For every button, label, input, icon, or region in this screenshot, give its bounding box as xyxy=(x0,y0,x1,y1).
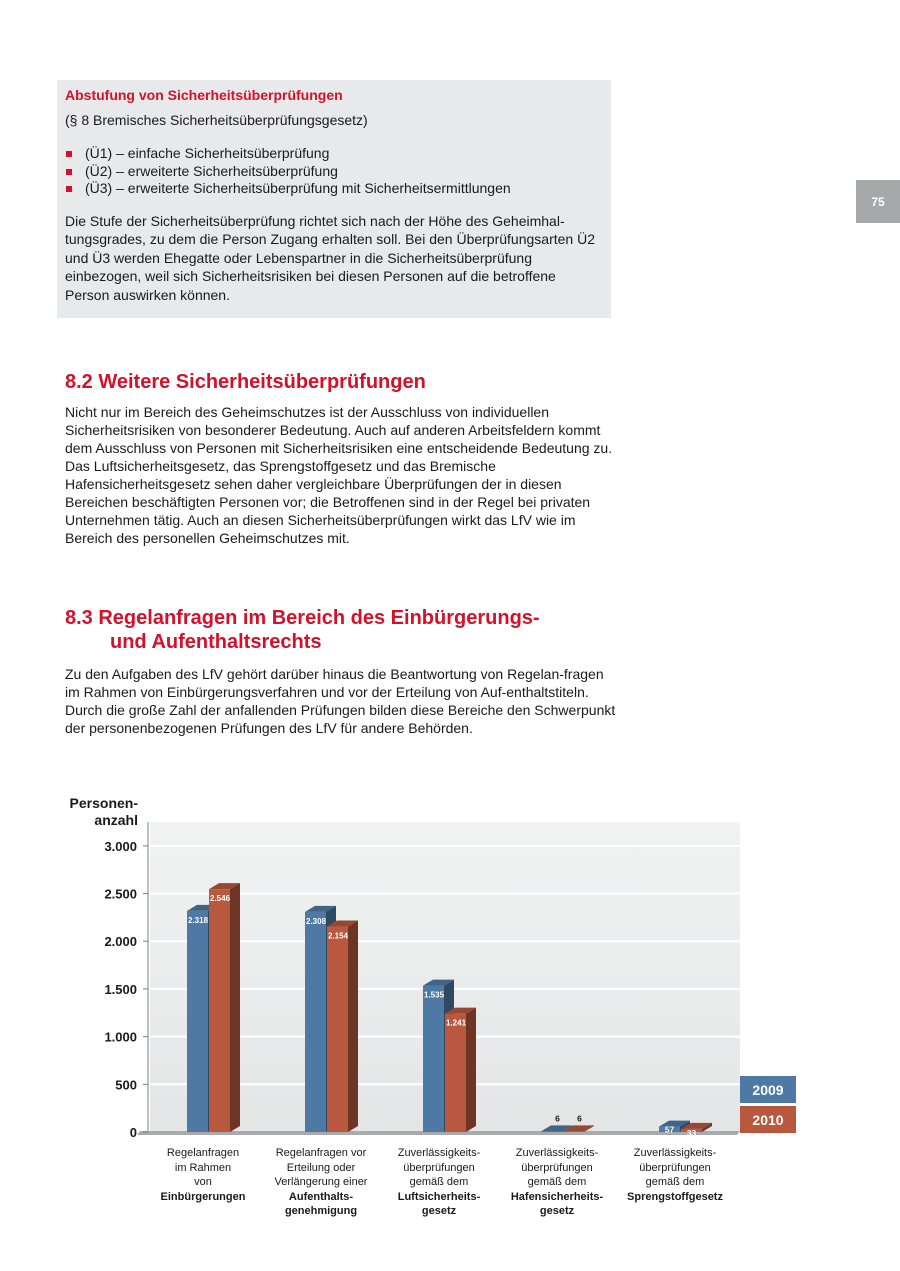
floor xyxy=(137,1131,740,1135)
y-axis-label: Personen- anzahl xyxy=(69,795,138,828)
bar-2009-4 xyxy=(541,1125,572,1132)
section-8-3-text: Zu den Aufgaben des LfV gehört darüber h… xyxy=(65,666,616,736)
data-label: 2.546 xyxy=(210,894,231,903)
bar-front-face xyxy=(327,926,348,1132)
bar-front-face xyxy=(681,1128,702,1132)
bar-top-face xyxy=(563,1125,594,1132)
data-label: 33 xyxy=(687,1128,697,1138)
bar-front-face xyxy=(209,889,230,1132)
x-category-label-bold: Sprengstoffgesetz xyxy=(627,1190,723,1203)
bar-top-face xyxy=(327,920,358,927)
y-tick-label: 1.500 xyxy=(104,982,137,997)
y-tick-label: 1.000 xyxy=(104,1030,137,1045)
x-category-label: Regelanfragen im Rahmen von Einbürgerung… xyxy=(148,1146,258,1204)
heading-line-2: und Aufenthaltsrechts xyxy=(110,631,322,653)
x-category-label-bold: Luftsicherheits- gesetz xyxy=(397,1190,481,1218)
bar-side-face xyxy=(562,1125,572,1132)
section-8-2-text: Nicht nur im Bereich des Geheimschutzes … xyxy=(65,404,613,546)
x-category-label-text: Regelanfragen vor Erteilung oder Verläng… xyxy=(274,1147,368,1188)
bullet-square-icon xyxy=(66,151,72,157)
page-number: 75 xyxy=(856,180,900,223)
info-box-title: Abstufung von Sicherheitsüberprüfungen xyxy=(65,87,343,103)
bar-side-face xyxy=(348,920,358,1132)
bar-side-face xyxy=(466,1007,476,1132)
bar-side-face xyxy=(230,883,240,1132)
x-category-label-text: Zuverlässigkeits- überprüfungen gemäß de… xyxy=(633,1147,717,1188)
bar-2010-4 xyxy=(563,1125,594,1132)
bar-front-face xyxy=(423,985,444,1132)
section-heading-8-3: 8.3 Regelanfragen im Bereich des Einbürg… xyxy=(65,606,540,654)
data-label: 1.535 xyxy=(424,991,445,1000)
bar-front-face xyxy=(445,1013,466,1132)
list-item-text: (Ü2) – erweiterte Sicherheitsüberprüfung xyxy=(85,162,338,179)
x-category-label-bold: Aufenthalts- genehmigung xyxy=(284,1190,358,1218)
list-item-text: (Ü1) – einfache Sicherheitsüberprüfung xyxy=(85,145,330,161)
data-label: 2.318 xyxy=(188,916,209,925)
bar-top-face xyxy=(209,883,240,890)
list-item-text: (Ü3) – erweiterte Sicherheitsüberprüfung… xyxy=(85,180,511,196)
bar-side-face xyxy=(584,1125,594,1132)
data-label: 1.241 xyxy=(446,1019,467,1028)
bullet-square-icon xyxy=(66,186,72,192)
x-category-label: Zuverlässigkeits- überprüfungen gemäß de… xyxy=(620,1146,730,1204)
bar-top-face xyxy=(659,1120,690,1127)
legend-2009: 2009 xyxy=(740,1076,796,1103)
data-label: 6 xyxy=(555,1113,560,1123)
y-tick-label: 0 xyxy=(130,1125,137,1140)
bar-top-face xyxy=(423,979,454,986)
bar-top-face xyxy=(305,905,336,912)
bar-side-face xyxy=(702,1122,712,1132)
data-label: 2.154 xyxy=(328,932,349,941)
y-tick-label: 2.000 xyxy=(104,934,137,949)
y-tick-label: 2.500 xyxy=(104,887,137,902)
bar-front-face xyxy=(305,911,326,1132)
bullet-square-icon xyxy=(66,168,72,175)
bar-2010-3 xyxy=(445,1007,476,1132)
bar-front-face xyxy=(659,1126,680,1132)
bar-2010-5 xyxy=(681,1122,712,1132)
bar-top-face xyxy=(445,1007,476,1014)
data-label: 2.308 xyxy=(306,917,327,926)
x-category-label: Zuverlässigkeits- überprüfungen gemäß de… xyxy=(502,1146,612,1219)
list-item: (Ü2) – erweiterte Sicherheitsüberprüfung xyxy=(65,163,603,181)
data-label: 57 xyxy=(665,1125,675,1135)
legend-2010: 2010 xyxy=(740,1106,796,1133)
x-category-label: Zuverlässigkeits- überprüfungen gemäß de… xyxy=(384,1146,494,1219)
info-box-subtitle: (§ 8 Bremisches Sicherheitsüberprüfungsg… xyxy=(65,112,368,128)
bar-2010-1 xyxy=(209,883,240,1132)
bar-front-face xyxy=(563,1131,584,1132)
list-item: (Ü3) – erweiterte Sicherheitsüberprüfung… xyxy=(65,180,603,198)
bar-front-face xyxy=(541,1131,562,1132)
info-box-text: Die Stufe der Sicherheitsüberprüfung ric… xyxy=(65,212,595,303)
x-category-label-text: Zuverlässigkeits- überprüfungen gemäß de… xyxy=(397,1147,481,1188)
bar-top-face xyxy=(681,1122,712,1129)
x-category-label-text: Regelanfragen im Rahmen von xyxy=(166,1147,240,1188)
bar-front-face xyxy=(187,910,208,1132)
heading-line-1: 8.3 Regelanfragen im Bereich des Einbürg… xyxy=(65,607,540,629)
data-label: 6 xyxy=(577,1113,582,1123)
section-heading-8-2: 8.2 Weitere Sicherheitsüberprüfungen xyxy=(65,371,426,393)
x-category-label-bold: Einbürgerungen xyxy=(160,1190,246,1203)
y-tick-label: 3.000 xyxy=(104,839,137,854)
bar-2010-2 xyxy=(327,920,358,1132)
info-box: Abstufung von Sicherheitsüberprüfungen (… xyxy=(57,80,611,318)
info-box-list: (Ü1) – einfache Sicherheitsüberprüfung (… xyxy=(65,145,603,198)
x-category-label-text: Zuverlässigkeits- überprüfungen gemäß de… xyxy=(515,1147,599,1188)
y-tick-label: 500 xyxy=(115,1077,137,1092)
list-item: (Ü1) – einfache Sicherheitsüberprüfung xyxy=(65,145,603,163)
bar-top-face xyxy=(541,1125,572,1132)
x-category-label: Regelanfragen vor Erteilung oder Verläng… xyxy=(266,1146,376,1219)
x-category-label-bold: Hafensicherheits- gesetz xyxy=(510,1190,604,1218)
